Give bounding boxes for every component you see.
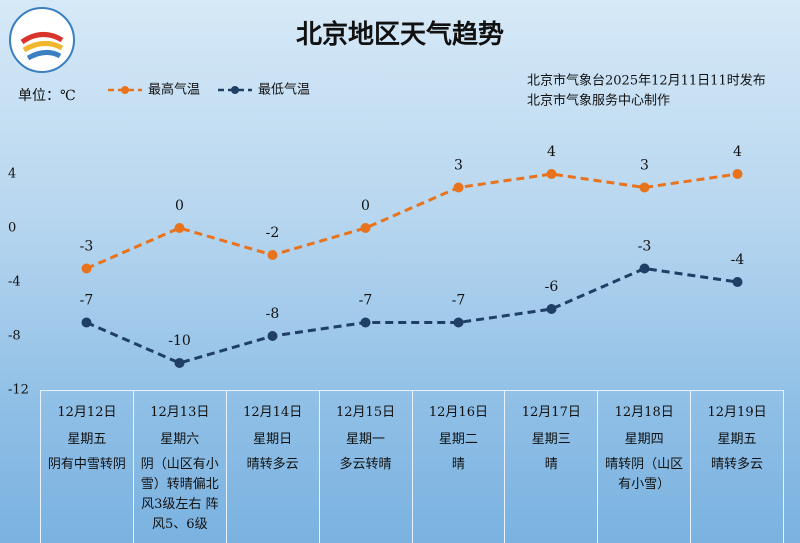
weekday: 星期五 <box>67 432 107 447</box>
point <box>453 317 464 328</box>
date: 12月18日 <box>614 405 674 420</box>
weekday: 星期四 <box>624 432 664 447</box>
weather: 晴 <box>451 457 465 472</box>
legend-marker <box>121 86 129 94</box>
data-label: 4 <box>547 144 556 160</box>
weekday: 星期日 <box>253 432 293 447</box>
data-label: -3 <box>80 239 94 255</box>
forecast-table: 12月12日 星期五 阴有中雪转阴 12月13日 星期六 阴（山区有小雪）转晴偏北风3级左… <box>40 390 784 543</box>
point <box>360 223 371 233</box>
weather: 阴（山区有小雪）转晴偏北风3级左右 阵风5、6级 <box>140 457 219 532</box>
date: 12月17日 <box>521 405 581 420</box>
date: 12月16日 <box>428 405 488 420</box>
chart-title: 北京地区天气趋势 <box>296 19 504 50</box>
data-label: -7 <box>359 293 373 309</box>
y-tick-label: -12 <box>8 383 29 398</box>
y-tick-label: 0 <box>8 221 16 236</box>
note: 北京市气象台2025年12月11日11时发布 <box>527 73 766 89</box>
data-label: -10 <box>168 333 191 349</box>
point <box>81 317 92 328</box>
legend-marker <box>231 86 239 94</box>
legend-label: 最高气温 <box>148 82 200 98</box>
data-label: -4 <box>731 252 745 268</box>
data-label: -3 <box>638 239 652 255</box>
weekday: 星期二 <box>438 432 478 447</box>
y-tick-label: 4 <box>8 167 16 182</box>
weather: 晴转多云 <box>246 457 299 472</box>
legend-label: 最低气温 <box>258 82 310 98</box>
weather: 晴 <box>544 457 558 472</box>
day-column: 12月19日 星期五晴转多云 <box>690 391 784 543</box>
y-tick-label: -8 <box>8 329 21 344</box>
point <box>732 169 743 179</box>
unit-label: 单位：℃ <box>18 88 76 104</box>
day-column: 12月12日 星期五阴有中雪转阴 <box>40 391 133 543</box>
day-column: 12月16日 星期二晴 <box>411 391 505 543</box>
y-tick-label: -4 <box>8 275 21 290</box>
data-label: 0 <box>361 198 370 214</box>
point <box>639 182 650 193</box>
date: 12月13日 <box>150 405 210 420</box>
point <box>360 317 371 328</box>
data-label: -7 <box>80 293 94 309</box>
series-line <box>85 172 738 270</box>
day-column: 12月18日 星期四晴转阴（山区有小雪） <box>597 391 690 543</box>
data-label: 3 <box>454 158 463 174</box>
point <box>453 182 464 193</box>
day-column: 12月13日 星期六阴（山区有小雪）转晴偏北风3级左右 阵风5、6级 <box>132 391 226 543</box>
logo <box>9 7 75 73</box>
note: 北京市气象服务中心制作 <box>527 93 670 109</box>
data-label: 0 <box>175 198 184 214</box>
weather: 阴有中雪转阴 <box>47 457 126 472</box>
date: 12月15日 <box>336 405 396 420</box>
data-label: -7 <box>452 293 466 309</box>
point <box>267 250 278 260</box>
date: 12月12日 <box>57 405 117 420</box>
date: 12月14日 <box>243 405 303 420</box>
weather: 晴转阴（山区有小雪） <box>605 457 684 492</box>
weekday: 星期五 <box>717 432 757 447</box>
weather: 晴转多云 <box>711 457 764 472</box>
point <box>81 263 92 274</box>
point <box>174 358 185 368</box>
point <box>732 277 743 287</box>
weekday: 星期三 <box>531 432 571 447</box>
point <box>639 263 650 274</box>
point <box>174 223 185 233</box>
series-line <box>85 266 738 365</box>
weather: 多云转晴 <box>339 457 392 472</box>
data-label: -8 <box>266 306 280 322</box>
data-label: 3 <box>640 158 649 174</box>
day-column: 12月17日 星期三晴 <box>504 391 597 543</box>
point <box>546 169 557 179</box>
point <box>546 304 557 314</box>
point <box>267 331 278 341</box>
data-label: 4 <box>733 144 742 160</box>
day-column: 12月15日 星期一多云转晴 <box>318 391 412 543</box>
data-label: -2 <box>266 225 280 241</box>
data-label: -6 <box>545 279 559 295</box>
day-column: 12月14日 星期日晴转多云 <box>225 391 319 543</box>
weekday: 星期一 <box>346 432 386 447</box>
weekday: 星期六 <box>160 432 200 447</box>
date: 12月19日 <box>707 405 767 420</box>
